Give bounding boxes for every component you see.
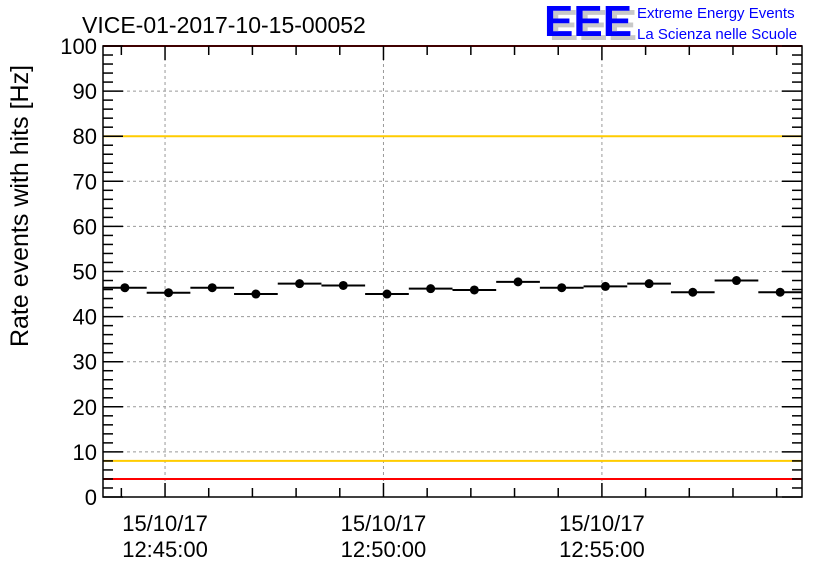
data-point	[207, 283, 217, 293]
x-tick-time: 12:50:00	[341, 537, 427, 562]
chart-title: VICE-01-2017-10-15-00052	[82, 12, 366, 38]
y-tick-label: 60	[73, 214, 97, 239]
data-point	[731, 276, 741, 286]
x-tick-time: 12:45:00	[122, 537, 208, 562]
y-tick-label: 0	[85, 485, 97, 510]
y-tick-label: 100	[60, 34, 97, 59]
data-series	[103, 276, 802, 299]
y-tick-label: 40	[73, 305, 97, 330]
grid	[103, 46, 802, 497]
y-tick-label: 90	[73, 79, 97, 104]
y-tick-label: 20	[73, 395, 97, 420]
data-point	[600, 281, 610, 291]
reference-lines	[103, 45, 802, 480]
data-point	[688, 287, 698, 297]
y-tick-label: 50	[73, 260, 97, 285]
y-tick-label: 30	[73, 350, 97, 375]
data-point	[469, 285, 479, 295]
data-point	[120, 283, 130, 293]
x-tick-date: 15/10/17	[122, 511, 208, 536]
data-point	[557, 283, 567, 293]
logo-line1: Extreme Energy Events	[637, 5, 795, 22]
data-point	[426, 284, 436, 294]
data-point	[775, 287, 785, 297]
eee-logo: EEE Extreme Energy Events La Scienza nel…	[544, 0, 797, 46]
data-point	[164, 288, 174, 298]
y-axis-label: Rate events with hits [Hz]	[6, 65, 34, 347]
data-point	[251, 289, 261, 299]
x-tick-date: 15/10/17	[559, 511, 645, 536]
logo-letters: EEE	[544, 0, 632, 46]
x-tick-date: 15/10/17	[341, 511, 427, 536]
logo-line2: La Scienza nelle Scuole	[637, 26, 797, 43]
y-tick-label: 70	[73, 169, 97, 194]
x-tick-time: 12:55:00	[559, 537, 645, 562]
y-tick-label: 80	[73, 124, 97, 149]
data-point	[338, 280, 348, 290]
data-point	[382, 289, 392, 299]
data-point	[513, 277, 523, 287]
y-tick-label: 10	[73, 440, 97, 465]
data-point	[295, 279, 305, 289]
axes: 010203040506070809010015/10/1712:45:0015…	[60, 34, 802, 562]
data-point	[644, 279, 654, 289]
